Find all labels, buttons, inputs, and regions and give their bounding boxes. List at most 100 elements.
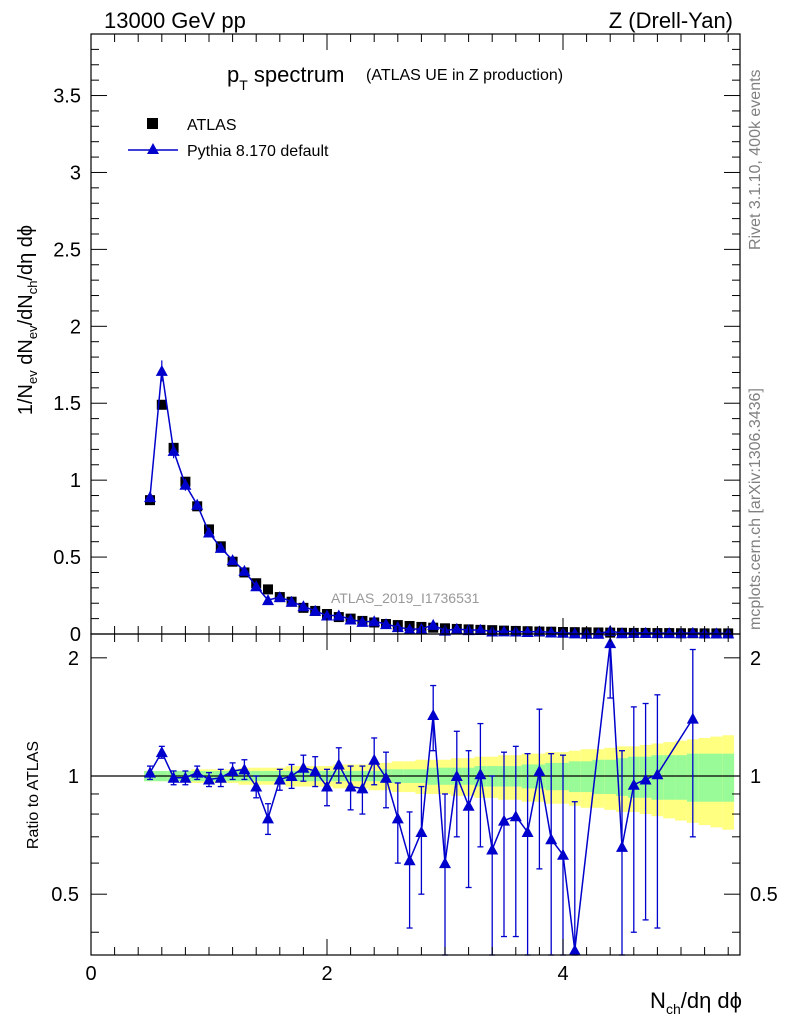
mc-point xyxy=(167,444,180,456)
ratio-panel-frame xyxy=(90,633,741,956)
main-ytick-label: 0 xyxy=(70,624,81,646)
ratio-point xyxy=(545,833,558,845)
mc-point xyxy=(344,613,357,625)
ratio-point xyxy=(191,766,204,778)
ratio-xtick-label: 2 xyxy=(321,963,332,985)
ratio-ytick-label: 2 xyxy=(68,648,79,670)
ratio-ytick-label-right: 2 xyxy=(750,648,761,670)
ratio-ytick-label-right: 1 xyxy=(750,766,761,788)
mc-point xyxy=(238,564,251,576)
ratio-point xyxy=(498,814,510,826)
main-ytick-label: 2.5 xyxy=(53,239,81,261)
mc-point xyxy=(321,609,333,621)
mc-point xyxy=(616,627,628,639)
mcplots-label: mcplots.cern.ch [arXiv:1306.3436] xyxy=(747,388,764,630)
ratio-point xyxy=(203,773,215,785)
mc-point xyxy=(663,627,676,639)
ratio-point xyxy=(616,840,628,852)
data-point xyxy=(263,584,273,595)
ratio-point xyxy=(285,770,298,782)
ratio-point xyxy=(474,768,487,780)
ratio-point xyxy=(557,848,569,860)
main-ytick-label: 1 xyxy=(70,470,81,492)
ratio-band-green xyxy=(722,753,735,802)
header-left: 13000 GeV pp xyxy=(104,8,246,33)
mc-point xyxy=(474,623,487,635)
ratio-point xyxy=(427,709,440,721)
mc-point xyxy=(285,595,298,607)
header-right: Z (Drell-Yan) xyxy=(609,8,733,33)
ratio-band-green xyxy=(710,753,723,802)
main-ytick-label: 2 xyxy=(70,316,81,338)
ratio-point xyxy=(604,637,617,649)
ratio-point xyxy=(651,768,664,780)
ratio-point xyxy=(568,944,581,956)
mc-point xyxy=(262,594,274,606)
main-ytick-label: 3 xyxy=(70,162,81,184)
ratio-point xyxy=(391,812,404,824)
ratio-point xyxy=(639,773,652,785)
legend: ATLAS Pythia 8.170 default xyxy=(128,117,329,160)
analysis-watermark: ATLAS_2019_I1736531 xyxy=(331,590,480,606)
ratio-xtick-label: 4 xyxy=(557,963,568,985)
ratio-point xyxy=(627,778,640,790)
ratio-point xyxy=(462,799,475,811)
ratio-ytick-label: 0.5 xyxy=(51,884,79,906)
mc-point xyxy=(592,627,605,639)
legend-marker-atlas xyxy=(147,118,158,129)
ratio-point xyxy=(403,854,416,866)
ratio-point xyxy=(167,771,180,783)
ratio-point xyxy=(297,761,310,773)
ratio-point xyxy=(179,771,192,783)
ratio-point xyxy=(533,764,546,776)
mc-point xyxy=(639,626,652,638)
ratio-point xyxy=(144,766,156,778)
legend-label-atlas: ATLAS xyxy=(187,117,237,134)
rivet-label: Rivet 3.1.10, 400k events xyxy=(747,69,764,250)
legend-marker-pythia xyxy=(147,143,159,154)
ratio-point xyxy=(309,764,322,776)
mc-point xyxy=(368,615,381,627)
mc-point xyxy=(297,600,310,612)
mc-point xyxy=(568,627,581,639)
mc-point xyxy=(710,627,723,639)
main-ytick-label: 1.5 xyxy=(53,393,81,415)
mc-point xyxy=(356,615,369,627)
main-title-paren: (ATLAS UE in Z production) xyxy=(366,67,563,84)
ratio-band-green xyxy=(698,753,711,802)
ratio-band-green xyxy=(568,761,581,793)
ratio-point xyxy=(155,746,168,758)
ratio-band-green xyxy=(663,755,676,800)
mc-point xyxy=(226,554,239,566)
main-panel-content xyxy=(91,360,740,956)
mc-point xyxy=(427,618,440,630)
ratio-point xyxy=(250,780,263,792)
main-ytick-label: 0.5 xyxy=(53,547,81,569)
ratio-point xyxy=(214,771,227,783)
ratio-xtick-label: 0 xyxy=(85,963,96,985)
mc-point xyxy=(403,623,416,635)
x-axis-label: Nch/dη dϕ xyxy=(650,988,742,1017)
ratio-band-green xyxy=(580,761,593,793)
ratio-ylabel: Ratio to ATLAS xyxy=(25,741,42,849)
ratio-point xyxy=(262,812,274,824)
legend-label-pythia: Pythia 8.170 default xyxy=(187,143,329,160)
ratio-point xyxy=(321,780,333,792)
ratio-point xyxy=(450,770,463,782)
main-title: pT spectrum xyxy=(227,62,344,93)
ratio-point xyxy=(368,753,381,765)
mc-point xyxy=(250,580,263,592)
ratio-band-green xyxy=(604,759,617,794)
ratio-point xyxy=(238,763,251,775)
mc-point xyxy=(332,609,345,621)
ratio-band-green xyxy=(592,759,605,794)
ratio-band-green xyxy=(675,755,687,800)
ratio-ytick-label-right: 0.5 xyxy=(750,884,778,906)
ratio-point xyxy=(356,782,369,794)
ratio-point xyxy=(226,764,239,776)
mc-point xyxy=(179,478,192,490)
mc-point xyxy=(214,541,227,553)
ratio-point xyxy=(415,826,428,838)
mc-point xyxy=(144,491,156,503)
